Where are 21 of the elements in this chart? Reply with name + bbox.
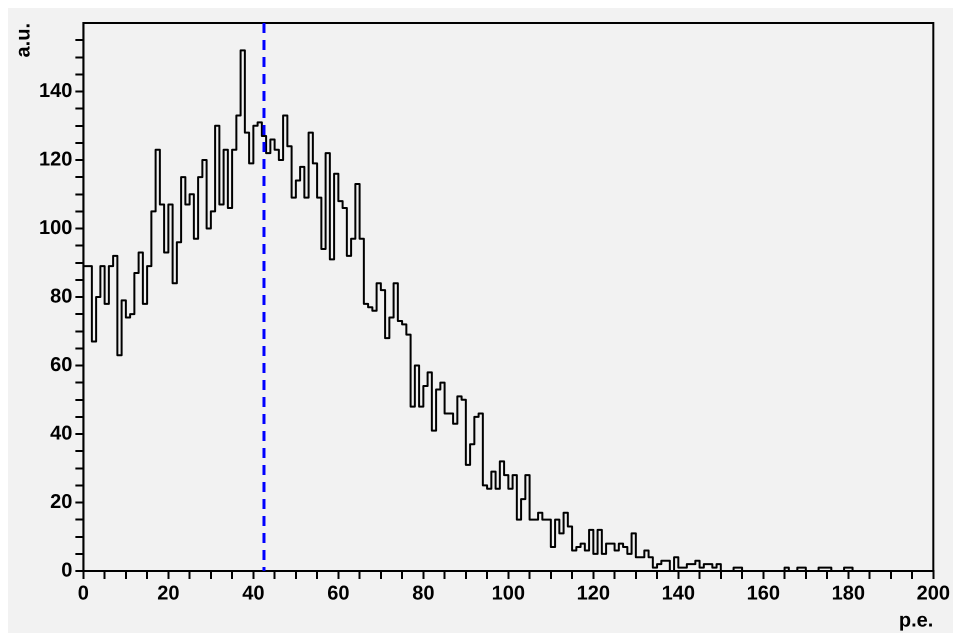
x-tick-label: 180 bbox=[832, 582, 866, 605]
x-tick-label: 80 bbox=[412, 582, 434, 605]
x-tick-label: 0 bbox=[78, 582, 89, 605]
y-axis-title: a.u. bbox=[12, 23, 35, 58]
x-tick-label: 100 bbox=[492, 582, 526, 605]
x-tick-label: 40 bbox=[242, 582, 264, 605]
y-tick-label: 40 bbox=[50, 422, 72, 445]
y-tick-label: 80 bbox=[50, 286, 72, 308]
x-tick-label: 160 bbox=[746, 582, 780, 605]
x-tick-label: 120 bbox=[576, 582, 610, 605]
y-tick-label: 140 bbox=[38, 80, 72, 102]
x-tick-label: 140 bbox=[662, 582, 696, 605]
y-tick-label: 20 bbox=[50, 491, 72, 514]
y-tick-label: 120 bbox=[38, 148, 72, 171]
x-tick-label: 200 bbox=[916, 582, 950, 605]
x-axis-title: p.e. bbox=[898, 610, 934, 632]
y-tick-label: 60 bbox=[50, 354, 72, 376]
x-tick-label: 20 bbox=[157, 582, 180, 605]
y-tick-label: 0 bbox=[61, 560, 72, 582]
y-tick-label: 100 bbox=[38, 217, 72, 240]
x-tick-label: 60 bbox=[327, 582, 350, 605]
